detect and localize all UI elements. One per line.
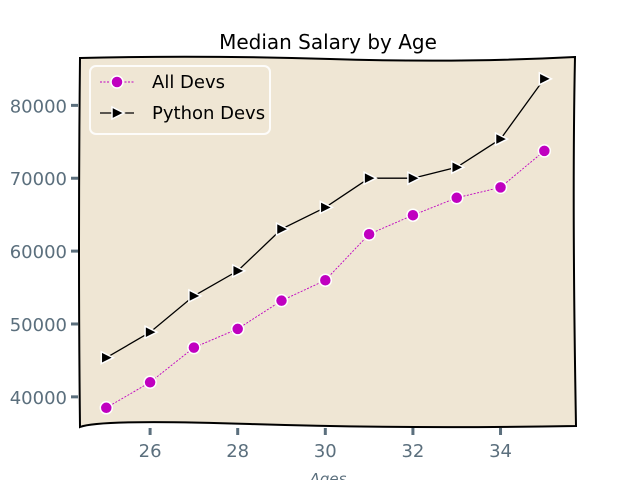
- data-point: [493, 180, 508, 195]
- data-point: [144, 324, 159, 340]
- series-layer: [99, 71, 554, 415]
- legend-label: Python Devs: [152, 103, 265, 124]
- data-point: [362, 227, 376, 241]
- series-2: [100, 71, 554, 365]
- data-point: [275, 221, 291, 237]
- x-tick-label: 26: [139, 441, 162, 462]
- data-point: [99, 401, 114, 415]
- legend-label: All Devs: [152, 72, 225, 93]
- data-point: [318, 273, 333, 288]
- data-point: [537, 144, 552, 158]
- legend-box: [89, 65, 271, 135]
- chart-title: Median Salary by Age: [219, 30, 437, 54]
- axis-ticks: 26 28 30 32 34 40000 50000 60000 70000 80000: [10, 96, 512, 462]
- y-tick-label: 70000: [10, 169, 67, 190]
- data-point: [188, 288, 203, 304]
- legend-marker: [110, 75, 124, 89]
- data-point: [363, 171, 378, 186]
- data-point: [231, 263, 247, 279]
- series-line: [106, 150, 545, 409]
- data-point: [230, 322, 245, 336]
- x-tick-label: 28: [226, 441, 249, 462]
- x-tick-label: 32: [401, 441, 424, 462]
- data-point: [538, 71, 554, 87]
- y-tick-label: 50000: [10, 315, 67, 336]
- y-tick-label: 40000: [10, 388, 67, 409]
- x-axis-label: Ages: [309, 470, 347, 480]
- legend-marker: [111, 105, 126, 121]
- series-1: [99, 144, 552, 415]
- data-point: [187, 340, 201, 355]
- y-tick-label: 60000: [10, 242, 67, 263]
- data-point: [450, 160, 466, 175]
- data-point: [100, 350, 115, 365]
- data-point: [449, 191, 464, 205]
- data-point: [494, 131, 510, 147]
- plot-area: [78, 55, 578, 429]
- data-point: [319, 200, 334, 215]
- data-point: [143, 375, 157, 390]
- data-point: [274, 293, 289, 308]
- y-tick-label: 80000: [10, 96, 67, 117]
- x-tick-label: 34: [489, 441, 512, 462]
- x-tick-label: 30: [314, 441, 337, 462]
- legend: All Devs Python Devs: [89, 65, 271, 135]
- data-point: [407, 171, 422, 186]
- data-point: [406, 208, 420, 222]
